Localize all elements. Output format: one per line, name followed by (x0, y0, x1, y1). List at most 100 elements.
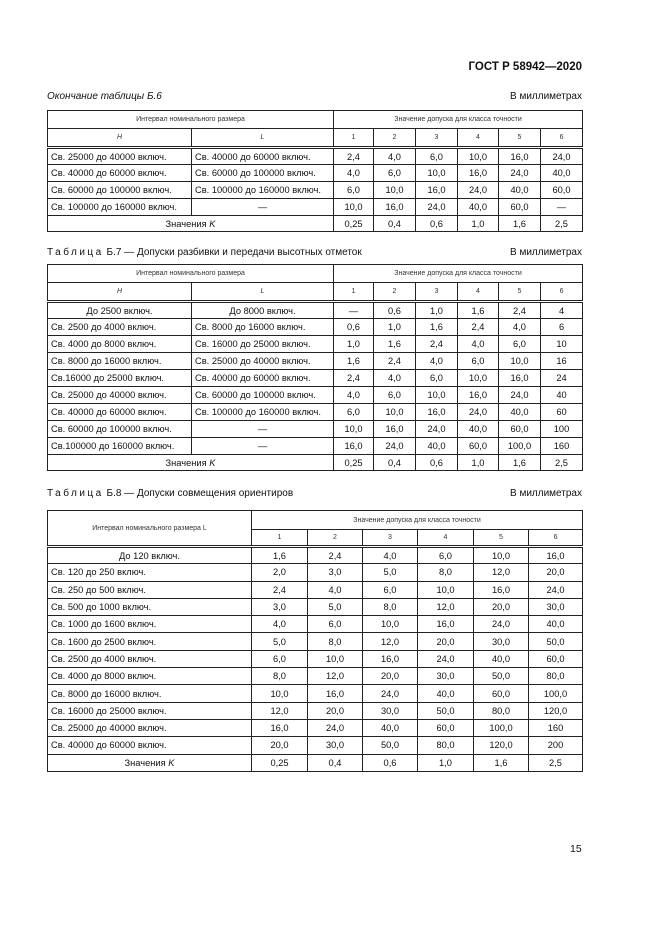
table-row: Св.16000 до 25000 включ. Св. 40000 до 600… (47, 369, 584, 387)
header-class: 2 (373, 128, 416, 149)
header-tolerance: Значение допуска для класса точности (250, 510, 584, 530)
table-b6-unit: В миллиметрах (510, 91, 582, 102)
table-row: Св. 1000 до 1600 включ. 4,0 6,0 10,0 16,0 24,… (47, 615, 584, 634)
header-h: H (47, 282, 192, 303)
header-class: 2 (373, 282, 416, 303)
header-class: 6 (539, 128, 584, 149)
k-value: 0,25 (333, 215, 374, 232)
tolerance-value: 24,0 (373, 437, 416, 455)
tolerance-value: 50,0 (473, 667, 529, 686)
header-class: 6 (539, 282, 584, 303)
tolerance-value: 160 (539, 437, 584, 455)
table-row: Интервал номинального размера Значение до… (47, 264, 584, 283)
tolerance-value: 6,0 (457, 352, 499, 370)
table-b8-unit: В миллиметрах (510, 488, 582, 499)
tolerance-value: 6,0 (307, 615, 363, 634)
table-row: Св. 100000 до 160000 включ. —10,0 16,0 24,0… (47, 198, 584, 216)
tolerance-value: 80,0 (527, 667, 584, 686)
tolerance-value: 100,0 (527, 684, 584, 703)
tolerance-value: 30,0 (362, 701, 418, 720)
tolerance-value: 16,0 (498, 147, 541, 165)
tolerance-value: 10,0 (333, 420, 374, 438)
tolerance-value: 10,0 (457, 369, 499, 387)
k-value: 2,5 (527, 753, 584, 772)
tolerance-value: 2,4 (373, 352, 416, 370)
k-value: 1,6 (498, 215, 541, 232)
tolerance-value: 24,0 (498, 164, 541, 182)
tolerance-value: 10,0 (333, 198, 374, 216)
header-tolerance: Значение допуска для класса точности (332, 110, 584, 129)
tolerance-value: 10,0 (373, 181, 416, 199)
interval-h: Св. 8000 до 16000 включ. (47, 352, 192, 370)
tolerance-value: 10 (539, 335, 584, 353)
tolerance-value: 1,0 (415, 301, 458, 319)
interval-l: До 120 включ. (47, 545, 252, 565)
header-l: L (191, 128, 334, 149)
tolerance-value: 24,0 (539, 147, 584, 165)
interval-l: Св. 16000 до 25000 включ. (47, 701, 252, 720)
tolerance-value: 10,0 (498, 352, 541, 370)
tolerance-value: 16,0 (373, 420, 416, 438)
tolerance-value: 160 (527, 718, 584, 738)
tolerance-value: — (333, 301, 374, 319)
tolerance-value: 24,0 (498, 386, 541, 404)
tolerance-value: 20,0 (417, 632, 474, 651)
tolerance-value: — (539, 198, 584, 216)
tolerance-value: 40,0 (527, 615, 584, 634)
tolerance-value: 60,0 (539, 181, 584, 199)
interval-l: Св. 1600 до 2500 включ. (47, 632, 252, 651)
tolerance-value: 16,0 (417, 615, 474, 634)
tolerance-value: 4,0 (251, 615, 308, 634)
table-row: Св. 16000 до 25000 включ. 12,0 20,0 30,0 50,… (47, 701, 584, 720)
table-row: Св. 4000 до 8000 включ. Св. 16000 до 2500… (47, 335, 584, 353)
tolerance-value: 6,0 (415, 147, 458, 165)
interval-h: Св.16000 до 25000 включ. (47, 369, 192, 387)
header-tolerance: Значение допуска для класса точности (332, 264, 584, 283)
tolerance-value: 16,0 (251, 718, 308, 738)
interval-l: Св. 16000 до 25000 включ. (191, 335, 334, 353)
tolerance-value: 6,0 (333, 181, 374, 199)
tolerance-value: 3,0 (307, 563, 363, 582)
tolerance-value: 40,0 (457, 420, 499, 438)
tolerance-value: 60,0 (498, 198, 541, 216)
tolerance-value: 24,0 (527, 580, 584, 599)
table-row: Значения K 0,25 0,4 0,6 1,0 1,6 2,5 (47, 753, 584, 772)
tolerance-value: 4,0 (498, 318, 541, 336)
tolerance-value: 2,0 (251, 563, 308, 582)
tolerance-value: 100,0 (473, 718, 529, 738)
interval-l: Св. 500 до 1000 включ. (47, 597, 252, 617)
tolerance-value: 6,0 (415, 369, 458, 387)
tolerance-value: 60 (539, 403, 584, 421)
tolerance-value: 30,0 (417, 667, 474, 686)
table-row: Св. 60000 до 100000 включ. —10,0 16,0 24,0 4… (47, 420, 584, 438)
tolerance-value: 6 (539, 318, 584, 336)
k-value: 2,5 (539, 215, 584, 232)
tolerance-value: 40,0 (415, 437, 458, 455)
tolerance-value: 10,0 (362, 615, 418, 634)
interval-l: — (191, 437, 334, 455)
k-label: Значения K (47, 753, 252, 772)
document-designation: ГОСТ Р 58942—2020 (468, 61, 582, 73)
tolerance-value: 80,0 (417, 736, 474, 755)
tolerance-value: 40,0 (539, 164, 584, 182)
k-value: 0,4 (373, 454, 416, 471)
interval-l: Св. 25000 до 40000 включ. (191, 352, 334, 370)
interval-l: До 8000 включ. (191, 301, 334, 319)
tolerance-value: 40,0 (362, 718, 418, 738)
tolerance-value: 12,0 (307, 667, 363, 686)
k-value: 0,6 (415, 454, 458, 471)
tolerance-value: 10,0 (415, 164, 458, 182)
tolerance-value: 0,6 (373, 301, 416, 319)
tolerance-value: 80,0 (473, 701, 529, 720)
interval-h: Св. 25000 до 40000 включ. (47, 386, 192, 404)
tolerance-value: 120,0 (527, 701, 584, 720)
tolerance-value: 120,0 (473, 736, 529, 755)
tolerance-value: 16,0 (415, 181, 458, 199)
tolerance-value: 6,0 (498, 335, 541, 353)
tolerance-value: 24,0 (415, 198, 458, 216)
k-value: 0,6 (362, 753, 418, 772)
tolerance-value: 24,0 (457, 181, 499, 199)
